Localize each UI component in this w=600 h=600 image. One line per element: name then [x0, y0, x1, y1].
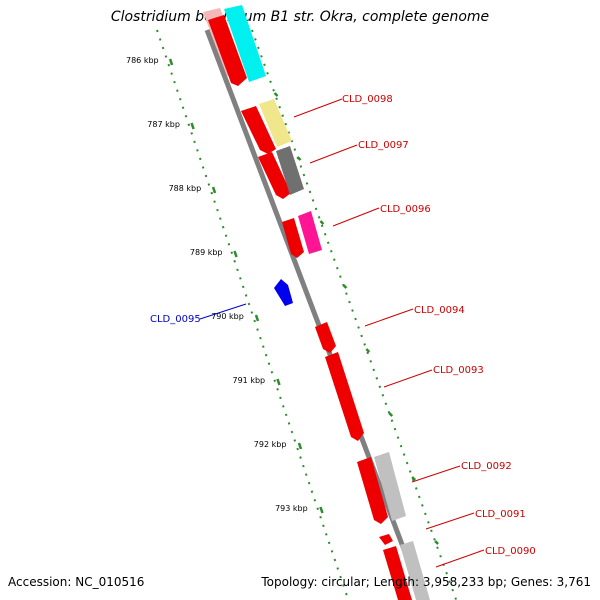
gene-cld-0092[interactable] [357, 457, 388, 524]
gene-cld-0096[interactable] [282, 218, 304, 258]
tick-mark-inner-2 [190, 122, 195, 130]
gene-feature-gray[interactable] [276, 146, 304, 195]
tick-mark-outer-4 [342, 284, 348, 289]
label-line-cld-0093 [383, 369, 433, 388]
tick-label-7: 792 kbp [254, 440, 287, 449]
gene-cld-0094[interactable] [315, 322, 336, 353]
gene-label-cld-0090[interactable]: CLD_0090 [485, 546, 536, 557]
tick-mark-outer-7 [411, 476, 417, 481]
accession-text: Accession: NC_010516 [8, 575, 145, 589]
label-line-cld-0090 [435, 549, 485, 568]
tick-label-3: 788 kbp [169, 184, 202, 193]
gene-cld-0091[interactable] [379, 534, 393, 545]
tick-label-5: 790 kbp [211, 312, 244, 321]
tick-mark-inner-7 [297, 442, 303, 450]
ruler-inner [156, 29, 350, 600]
gene-cld-0093[interactable] [325, 352, 364, 441]
tick-mark-outer-1 [273, 92, 279, 97]
tick-mark-inner-6 [276, 378, 281, 386]
tick-mark-inner-1 [168, 58, 174, 66]
tick-mark-inner-8 [319, 506, 324, 514]
tick-label-2: 787 kbp [147, 120, 180, 129]
label-line-cld-0094 [364, 308, 414, 327]
gene-feature-magenta[interactable] [298, 211, 322, 254]
tick-label-4: 789 kbp [190, 248, 223, 257]
gene-feature-silver-2[interactable] [400, 541, 430, 600]
tick-mark-outer-8 [434, 540, 439, 545]
gene-feature-khaki[interactable] [259, 99, 292, 147]
tick-mark-inner-5 [254, 314, 260, 322]
label-line-cld-0092 [411, 465, 461, 483]
gene-label-cld-0096[interactable]: CLD_0096 [380, 204, 431, 215]
label-line-cld-0097 [309, 144, 358, 164]
gene-label-cld-0094[interactable]: CLD_0094 [414, 305, 465, 316]
gene-label-cld-0092[interactable]: CLD_0092 [461, 461, 512, 472]
gene-feature-silver-1[interactable] [374, 452, 406, 521]
gene-cld-0097[interactable] [258, 152, 291, 199]
tick-mark-inner-4 [233, 250, 238, 258]
gene-label-cld-0098[interactable]: CLD_0098 [342, 94, 393, 105]
gene-cld-0090[interactable] [383, 546, 412, 600]
tick-mark-inner-3 [211, 186, 217, 194]
gene-cld-0095[interactable] [274, 279, 293, 306]
gene-feature-red-1[interactable] [208, 15, 247, 86]
gene-label-cld-0095[interactable]: CLD_0095 [150, 314, 201, 325]
gene-cld-0098[interactable] [241, 106, 276, 154]
topology-summary: Topology: circular; Length: 3,958,233 bp… [261, 575, 591, 589]
label-line-cld-0091 [425, 512, 475, 530]
label-line-cld-0095 [199, 303, 247, 320]
tick-label-8: 793 kbp [275, 504, 308, 513]
genome-backbone [204, 29, 426, 600]
tick-label-1: 786 kbp [126, 56, 159, 65]
gene-label-cld-0093[interactable]: CLD_0093 [433, 365, 484, 376]
tick-mark-outer-3 [319, 220, 325, 225]
gene-label-cld-0091[interactable]: CLD_0091 [475, 509, 526, 520]
gene-label-cld-0097[interactable]: CLD_0097 [358, 140, 409, 151]
label-line-cld-0096 [332, 207, 380, 227]
tick-label-6: 791 kbp [233, 376, 266, 385]
tick-mark-outer-2 [296, 156, 302, 161]
label-line-cld-0098 [293, 98, 343, 118]
tick-mark-outer-5 [365, 348, 371, 353]
gene-feature-cyan[interactable] [224, 5, 266, 82]
tick-mark-outer-6 [388, 412, 394, 417]
